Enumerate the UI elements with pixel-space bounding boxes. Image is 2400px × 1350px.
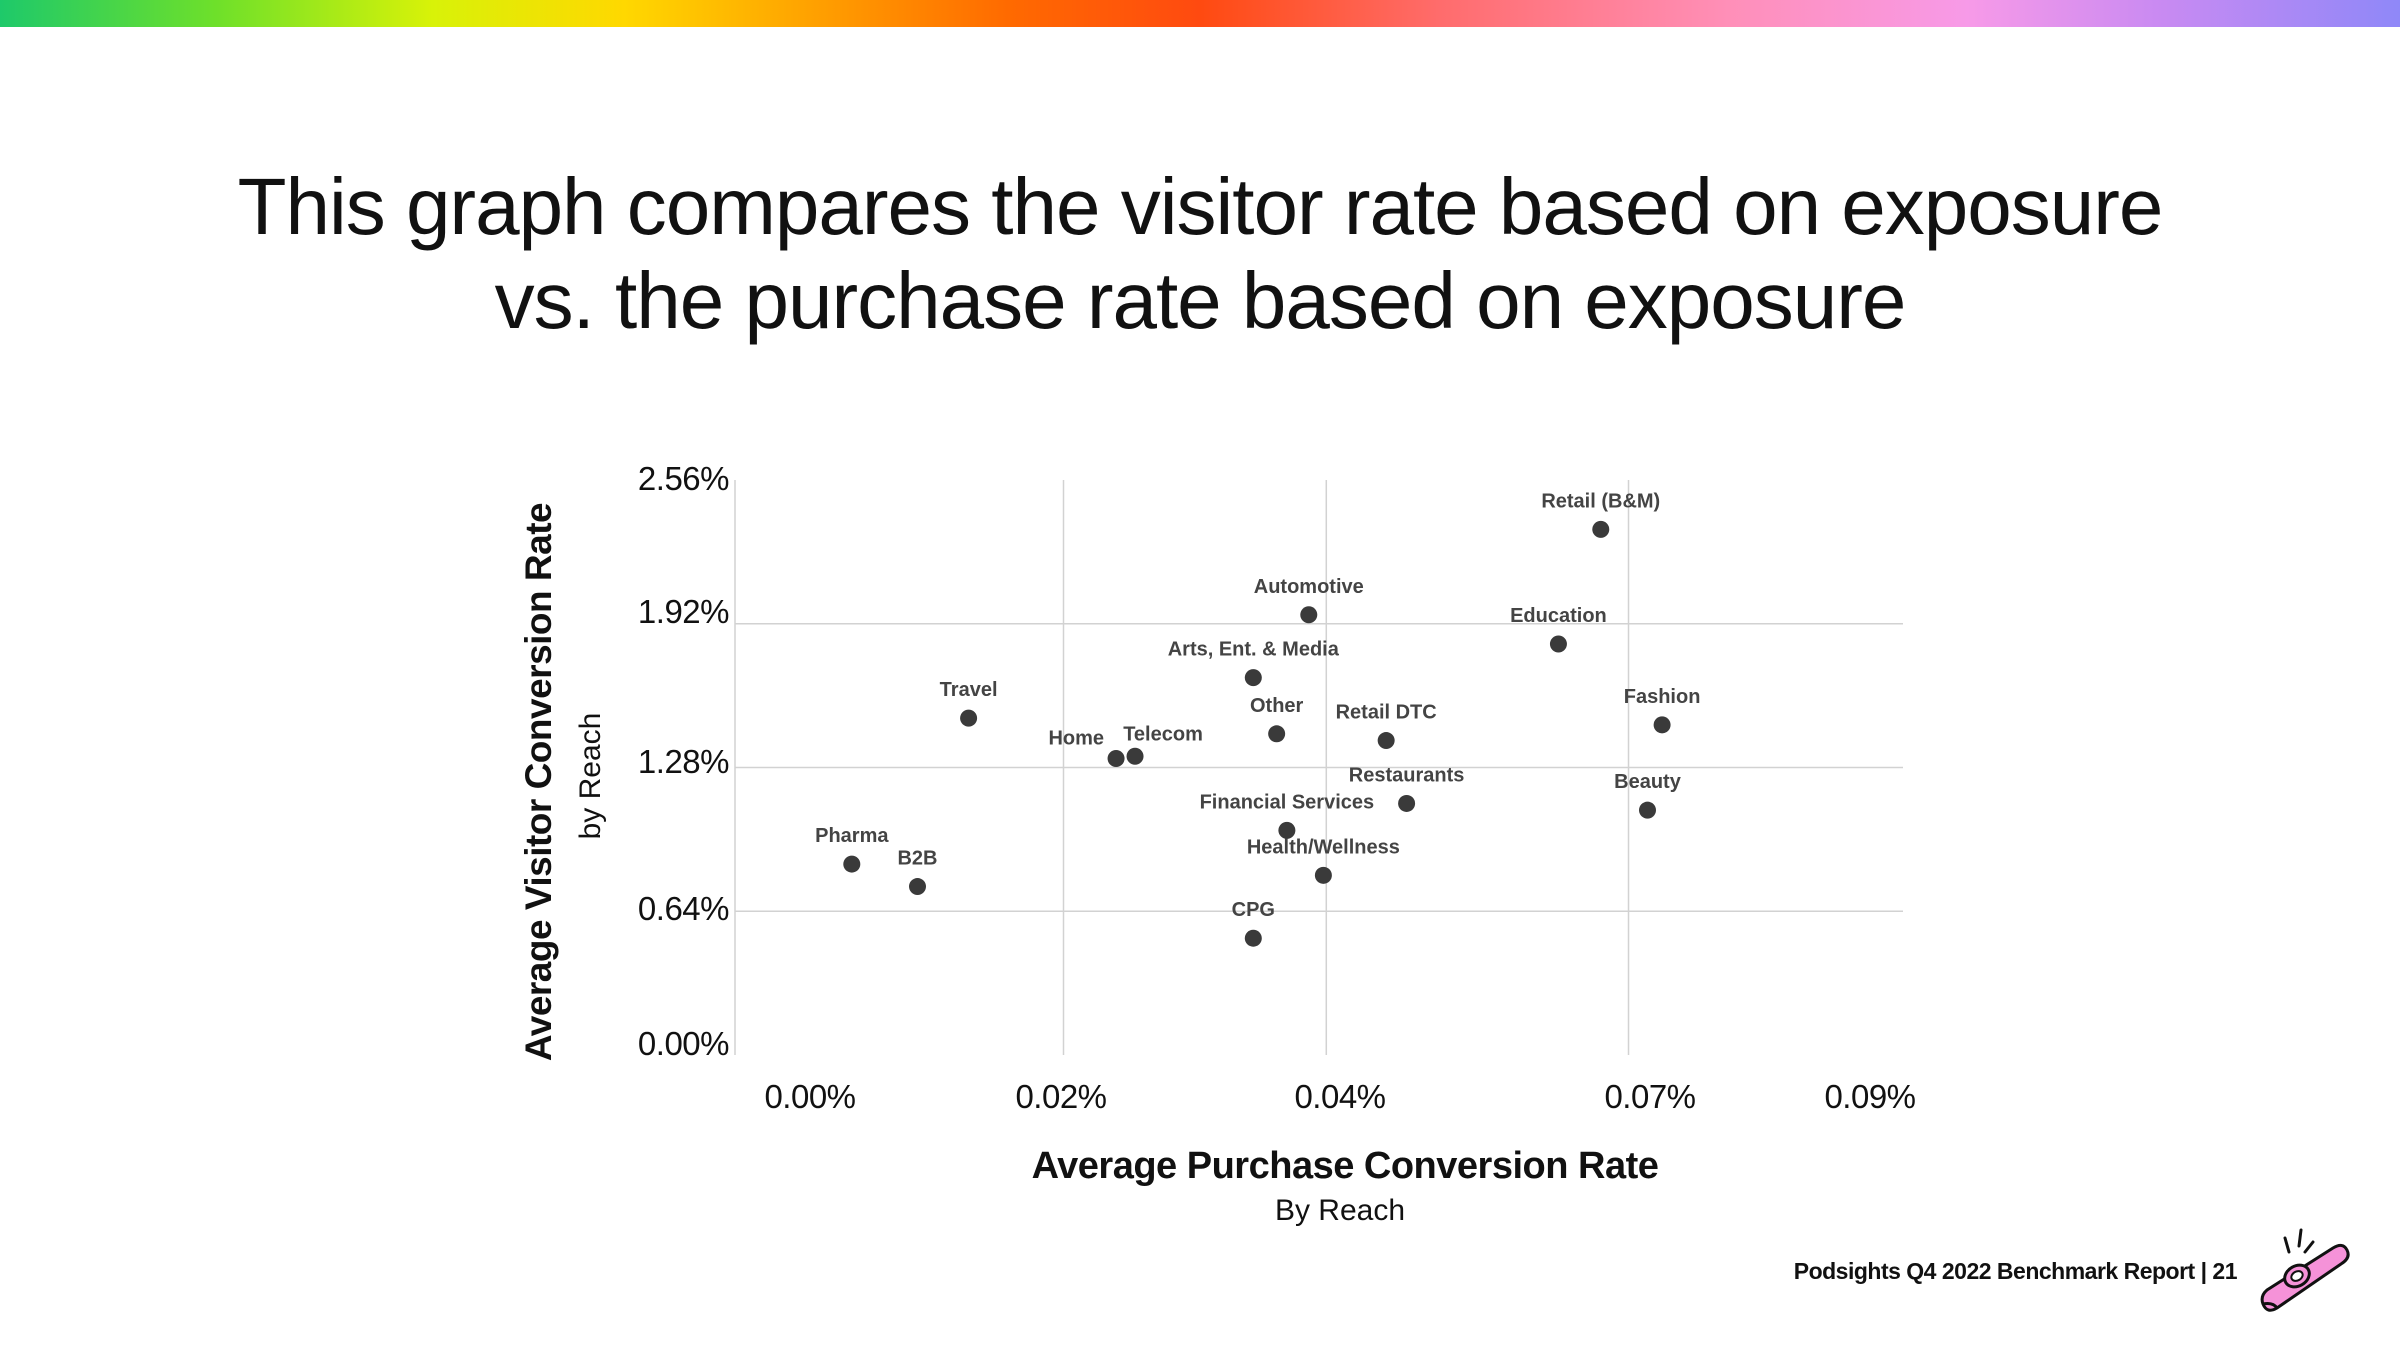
data-point [960, 709, 978, 727]
x-tick-label: 0.00% [764, 1078, 855, 1115]
data-point [1244, 669, 1262, 687]
data-point [843, 855, 861, 873]
data-point-label: Fashion [1624, 686, 1701, 708]
grid-layer [735, 480, 1903, 1055]
data-point [909, 878, 926, 896]
data-point-label: Education [1510, 605, 1607, 627]
data-point [1592, 520, 1610, 538]
footer-report-label: Podsights Q4 2022 Benchmark Report | 21 [1793, 1258, 2238, 1284]
data-point-label: Pharma [815, 825, 889, 847]
data-point [1549, 635, 1567, 653]
axis-layer: 0.00% 0.64% 1.28% 1.92% 2.56% 0.00% 0.02% 0.04%… [638, 460, 1916, 1115]
data-point [1377, 732, 1395, 750]
data-point-label: Health/Wellness [1247, 836, 1400, 858]
x-tick-label: 0.09% [1824, 1078, 1915, 1115]
data-point [1398, 794, 1416, 812]
page-title-line-2: vs. the purchase rate based on exposure [494, 256, 1907, 345]
x-tick-label: 0.04% [1294, 1078, 1385, 1115]
data-point [1107, 750, 1125, 768]
data-point-label: Automotive [1254, 576, 1364, 598]
x-tick-label: 0.07% [1604, 1078, 1695, 1115]
y-tick-label: 0.64% [638, 890, 729, 927]
data-point-label: Home [1048, 728, 1104, 750]
data-point-label: Beauty [1614, 771, 1682, 793]
x-axis-subtitle: By Reach [1275, 1194, 1405, 1227]
data-point [1244, 929, 1262, 947]
x-tick-label: 0.02% [1015, 1078, 1106, 1115]
data-point [1126, 747, 1144, 765]
data-point-label: CPG [1232, 899, 1275, 921]
rainbow-top-bar [0, 0, 2400, 27]
data-point-label: Travel [940, 679, 998, 701]
data-point-label: Telecom [1123, 723, 1203, 745]
data-point-label: Retail (B&M) [1541, 490, 1660, 512]
data-point-label: Other [1250, 695, 1304, 717]
point-layer: Retail (B&M) Automotive Education Arts, Ent… [815, 490, 1701, 947]
y-tick-label: 0.00% [638, 1025, 729, 1062]
y-tick-label: 1.92% [638, 593, 729, 630]
data-point-label: Arts, Ent. & Media [1168, 639, 1340, 661]
data-point [1314, 866, 1332, 884]
podsights-logo-icon [2260, 1228, 2350, 1312]
x-axis-title: Average Purchase Conversion Rate [1032, 1145, 1659, 1187]
y-axis-subtitle: by Reach [574, 713, 607, 840]
page-title: This graph compares the visitor rate bas… [100, 160, 2300, 348]
data-point-label: B2B [897, 848, 937, 870]
data-point [1268, 725, 1286, 743]
y-tick-label: 1.28% [638, 743, 729, 780]
y-tick-label: 2.56% [638, 460, 729, 497]
y-axis-title: Average Visitor Conversion Rate [518, 503, 559, 1061]
page-title-line-1: This graph compares the visitor rate bas… [237, 162, 2164, 251]
data-point [1639, 801, 1656, 819]
data-point-label: Restaurants [1349, 764, 1465, 786]
data-point [1278, 821, 1296, 839]
data-point-label: Retail DTC [1336, 702, 1437, 724]
data-point [1300, 606, 1318, 624]
data-point-label: Financial Services [1200, 791, 1375, 813]
data-point [1653, 716, 1671, 734]
